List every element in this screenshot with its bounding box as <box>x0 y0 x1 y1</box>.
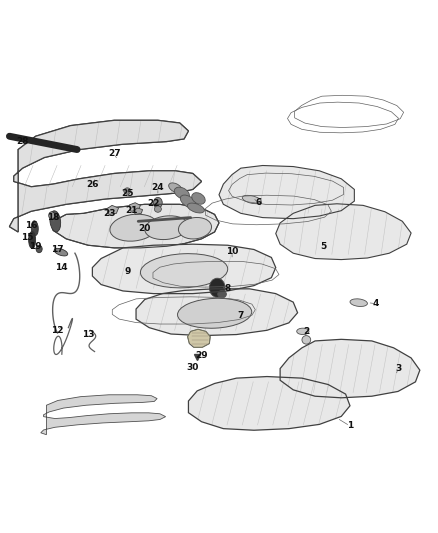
Ellipse shape <box>28 231 35 248</box>
Text: 21: 21 <box>125 206 138 215</box>
Polygon shape <box>10 120 201 232</box>
Text: 10: 10 <box>226 247 238 256</box>
Ellipse shape <box>187 203 205 213</box>
Polygon shape <box>130 203 141 211</box>
Polygon shape <box>187 329 210 348</box>
Text: 29: 29 <box>195 351 208 360</box>
Polygon shape <box>280 340 420 398</box>
Polygon shape <box>136 289 297 336</box>
Text: 25: 25 <box>121 189 134 198</box>
Ellipse shape <box>154 206 161 212</box>
Text: 28: 28 <box>16 137 29 146</box>
Polygon shape <box>219 165 354 219</box>
Ellipse shape <box>50 211 60 232</box>
Ellipse shape <box>177 298 252 328</box>
Ellipse shape <box>350 299 367 306</box>
Text: 19: 19 <box>29 242 42 251</box>
Ellipse shape <box>31 221 38 236</box>
Ellipse shape <box>110 214 158 241</box>
Ellipse shape <box>54 248 68 256</box>
Polygon shape <box>188 376 350 430</box>
Text: 8: 8 <box>225 284 231 293</box>
Ellipse shape <box>49 212 55 219</box>
Text: 23: 23 <box>104 209 116 218</box>
Text: 22: 22 <box>147 199 160 208</box>
Text: 6: 6 <box>255 198 261 207</box>
Polygon shape <box>276 204 411 260</box>
Ellipse shape <box>192 192 205 204</box>
Ellipse shape <box>242 195 261 204</box>
Text: 17: 17 <box>51 245 64 254</box>
Polygon shape <box>10 120 201 232</box>
Text: 5: 5 <box>321 242 327 251</box>
Text: 20: 20 <box>138 224 151 233</box>
Ellipse shape <box>124 188 131 194</box>
Ellipse shape <box>141 254 228 288</box>
Polygon shape <box>106 205 119 214</box>
Ellipse shape <box>178 217 212 239</box>
Ellipse shape <box>153 197 162 208</box>
Text: 4: 4 <box>373 299 379 308</box>
Ellipse shape <box>174 187 189 199</box>
Text: 1: 1 <box>347 422 353 431</box>
Ellipse shape <box>145 216 188 239</box>
Polygon shape <box>53 204 219 248</box>
Ellipse shape <box>169 183 182 193</box>
Polygon shape <box>92 244 276 294</box>
Text: 14: 14 <box>56 263 68 272</box>
Text: 13: 13 <box>82 329 94 338</box>
Text: 24: 24 <box>152 183 164 192</box>
Polygon shape <box>41 395 166 435</box>
Text: 16: 16 <box>25 221 38 230</box>
Text: 18: 18 <box>47 213 59 222</box>
Text: 15: 15 <box>21 233 33 242</box>
Text: 2: 2 <box>303 327 310 336</box>
Ellipse shape <box>218 290 226 298</box>
Ellipse shape <box>302 336 311 344</box>
Text: 3: 3 <box>395 364 401 373</box>
Polygon shape <box>134 208 143 214</box>
Ellipse shape <box>297 328 309 335</box>
Ellipse shape <box>209 278 225 297</box>
Text: 7: 7 <box>238 311 244 320</box>
Text: 26: 26 <box>86 180 99 189</box>
Text: 12: 12 <box>51 326 64 335</box>
Ellipse shape <box>36 245 42 253</box>
Text: 9: 9 <box>124 268 131 276</box>
Ellipse shape <box>180 195 197 208</box>
Text: 30: 30 <box>187 363 199 372</box>
Text: 27: 27 <box>108 149 120 158</box>
